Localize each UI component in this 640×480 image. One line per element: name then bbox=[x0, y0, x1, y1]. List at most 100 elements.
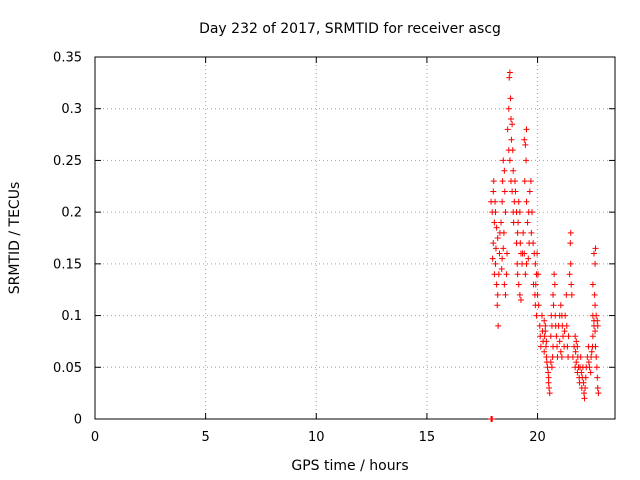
data-point bbox=[505, 147, 512, 154]
data-point bbox=[530, 240, 537, 247]
data-point bbox=[547, 359, 554, 366]
data-point bbox=[582, 384, 589, 391]
data-point bbox=[509, 121, 516, 128]
data-point bbox=[502, 209, 509, 216]
data-point bbox=[522, 271, 529, 278]
data-point bbox=[523, 157, 530, 164]
data-point bbox=[589, 281, 596, 288]
data-point bbox=[595, 390, 602, 397]
data-point bbox=[503, 271, 510, 278]
data-point bbox=[581, 395, 588, 402]
data-point bbox=[496, 250, 503, 257]
data-point bbox=[567, 229, 574, 236]
data-point bbox=[528, 229, 535, 236]
data-point bbox=[548, 364, 555, 371]
data-point bbox=[515, 219, 522, 226]
data-point bbox=[527, 178, 534, 185]
y-tick-label: 0.3 bbox=[61, 102, 82, 117]
data-point bbox=[532, 260, 539, 267]
data-point bbox=[512, 188, 519, 195]
data-point bbox=[545, 379, 552, 386]
data-point bbox=[491, 219, 498, 226]
data-point bbox=[591, 291, 598, 298]
data-point bbox=[520, 229, 527, 236]
y-axis-label: SRMTID / TECUs bbox=[7, 182, 23, 295]
x-tick-label: 10 bbox=[308, 430, 325, 445]
data-point bbox=[542, 322, 549, 329]
data-point bbox=[523, 260, 530, 267]
data-point bbox=[582, 374, 589, 381]
tick-labels: 0 5 10 15 20 0 0.05 0.1 0.15 0.2 0.25 0.3 0.35 bbox=[53, 51, 546, 446]
y-tick-label: 0 bbox=[74, 413, 82, 428]
data-point bbox=[498, 266, 505, 273]
data-point bbox=[500, 245, 507, 252]
data-point bbox=[573, 359, 580, 366]
data-point bbox=[589, 312, 596, 319]
data-point bbox=[553, 333, 560, 340]
data-point bbox=[500, 229, 507, 236]
data-point bbox=[521, 136, 528, 143]
data-point bbox=[493, 224, 500, 231]
ticks bbox=[94, 56, 615, 420]
data-point bbox=[510, 167, 517, 174]
data-point bbox=[546, 384, 553, 391]
data-point bbox=[517, 297, 524, 304]
data-point bbox=[547, 333, 554, 340]
data-point bbox=[492, 209, 499, 216]
x-tick-label: 20 bbox=[529, 430, 546, 445]
data-point bbox=[586, 364, 593, 371]
data-point bbox=[495, 322, 502, 329]
data-point bbox=[489, 416, 496, 422]
data-point bbox=[501, 281, 508, 288]
data-point bbox=[494, 291, 501, 298]
data-point bbox=[515, 281, 522, 288]
data-point bbox=[514, 271, 521, 278]
data-point bbox=[563, 322, 570, 329]
data-point bbox=[541, 348, 548, 355]
data-point bbox=[588, 348, 595, 355]
data-point bbox=[534, 250, 541, 257]
data-point bbox=[565, 333, 572, 340]
y-tick-label: 0.2 bbox=[61, 206, 82, 221]
data-point bbox=[594, 322, 601, 329]
data-point bbox=[495, 271, 502, 278]
data-point bbox=[489, 255, 496, 262]
data-point bbox=[550, 302, 557, 309]
data-point bbox=[592, 343, 599, 350]
data-point bbox=[521, 178, 528, 185]
data-point bbox=[492, 198, 499, 205]
data-point bbox=[592, 245, 599, 252]
data-point bbox=[536, 322, 543, 329]
chart-title: Day 232 of 2017, SRMTID for receiver asc… bbox=[199, 21, 501, 37]
data-point bbox=[492, 245, 499, 252]
data-point bbox=[581, 390, 588, 397]
data-point bbox=[589, 333, 596, 340]
data-point bbox=[550, 291, 557, 298]
data-point bbox=[504, 126, 511, 133]
data-point bbox=[490, 178, 497, 185]
data-point bbox=[521, 250, 528, 257]
data-point bbox=[550, 343, 557, 350]
data-point bbox=[541, 333, 548, 340]
y-tick-label: 0.05 bbox=[53, 361, 82, 376]
data-point bbox=[511, 178, 518, 185]
data-point bbox=[514, 229, 521, 236]
data-point bbox=[587, 369, 594, 376]
data-point bbox=[567, 240, 574, 247]
data-point bbox=[515, 198, 522, 205]
data-point bbox=[563, 291, 570, 298]
data-point bbox=[557, 348, 564, 355]
data-point bbox=[525, 255, 532, 262]
data-point bbox=[551, 271, 558, 278]
data-point bbox=[542, 328, 549, 335]
data-point bbox=[538, 312, 545, 319]
data-point bbox=[568, 291, 575, 298]
data-point bbox=[534, 271, 541, 278]
data-point bbox=[532, 281, 539, 288]
data-point bbox=[523, 198, 530, 205]
data-point bbox=[580, 379, 587, 386]
y-tick-label: 0.1 bbox=[61, 309, 82, 324]
data-point bbox=[564, 343, 571, 350]
data-point bbox=[578, 369, 585, 376]
